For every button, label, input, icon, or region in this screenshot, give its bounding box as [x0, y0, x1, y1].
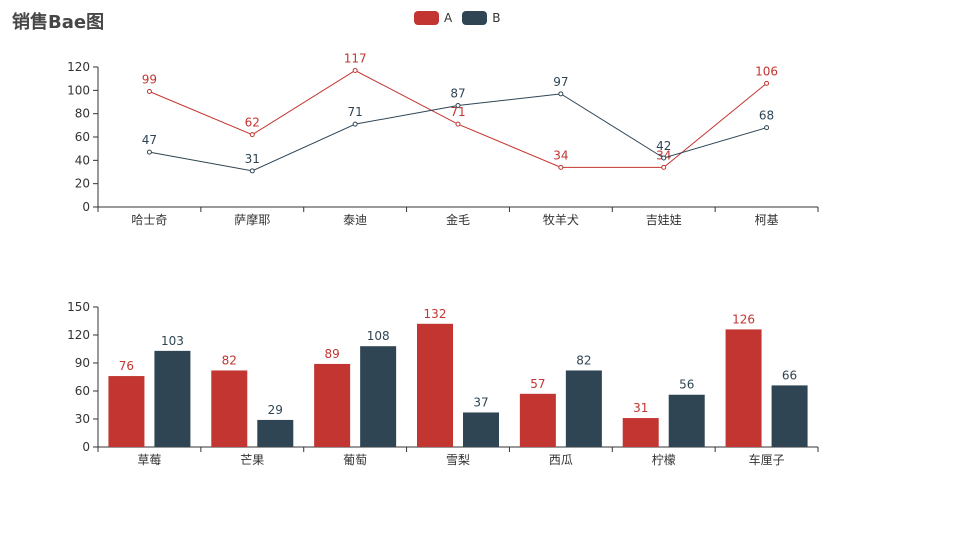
bar-data-label-a: 132	[424, 307, 447, 321]
bar-y-tick-label: 120	[67, 328, 90, 342]
line-point-b	[146, 149, 152, 155]
line-data-label-b: 42	[656, 139, 671, 153]
bar-data-label-a: 89	[325, 347, 340, 361]
bar-b	[154, 350, 191, 447]
bar-b	[257, 419, 294, 447]
line-category-label: 柯基	[755, 213, 779, 227]
bar-data-label-b: 103	[161, 334, 184, 348]
legend-label-a: A	[444, 11, 453, 25]
line-point-b	[661, 155, 667, 161]
line-point-a	[764, 80, 770, 86]
line-data-label-b: 47	[142, 133, 157, 147]
line-point-b	[558, 91, 564, 97]
bar-data-label-a: 31	[633, 401, 648, 415]
legend: A B	[414, 11, 510, 25]
line-category-label: 吉娃娃	[646, 213, 682, 227]
line-data-label-b: 71	[348, 105, 363, 119]
legend-item-b[interactable]: B	[462, 11, 500, 25]
bar-b	[668, 394, 705, 447]
bar-data-label-a: 76	[119, 359, 134, 373]
line-data-label-b: 31	[245, 152, 260, 166]
bar-category-label: 雪梨	[446, 453, 470, 467]
bar-y-tick-label: 60	[75, 384, 90, 398]
bar-data-label-b: 37	[473, 395, 488, 409]
bar-y-tick-label: 0	[82, 440, 90, 454]
line-category-label: 泰迪	[343, 213, 367, 227]
line-category-label: 哈士奇	[131, 213, 167, 227]
line-point-a	[249, 132, 255, 138]
bar-a	[417, 323, 453, 447]
bar-category-label: 车厘子	[749, 452, 785, 467]
bar-data-label-b: 108	[367, 329, 390, 343]
bar-data-label-b: 29	[268, 403, 283, 417]
bar-a	[725, 329, 762, 447]
chart-title: 销售Bae图	[12, 12, 105, 33]
line-y-tick-label: 60	[75, 130, 90, 144]
line-point-a	[455, 121, 461, 127]
line-y-tick-label: 40	[75, 153, 90, 167]
legend-item-a[interactable]: A	[414, 11, 452, 25]
line-y-tick-label: 20	[75, 177, 90, 191]
line-category-label: 萨摩耶	[234, 212, 270, 227]
bar-a	[108, 376, 145, 447]
bar-b	[463, 412, 499, 447]
line-data-label-a: 71	[450, 105, 465, 119]
bar-a	[211, 370, 248, 447]
bar-category-label: 西瓜	[549, 453, 573, 467]
line-data-label-a: 62	[245, 116, 260, 130]
line-point-a	[558, 164, 564, 170]
line-data-label-b: 97	[553, 75, 568, 89]
line-y-tick-label: 100	[67, 83, 90, 97]
bar-data-label-a: 126	[732, 312, 755, 326]
line-y-tick-label: 80	[75, 107, 90, 121]
bar-category-label: 草莓	[137, 453, 161, 467]
line-point-a	[661, 164, 667, 170]
line-data-label-a: 99	[142, 73, 157, 87]
line-data-label-a: 106	[755, 64, 778, 78]
legend-label-b: B	[492, 11, 501, 25]
bar-data-label-b: 82	[576, 353, 591, 367]
line-data-label-b: 87	[450, 87, 465, 101]
bar-a	[519, 393, 556, 447]
bar-data-label-b: 66	[782, 368, 797, 382]
legend-swatch-a	[414, 11, 439, 25]
bar-category-label: 葡萄	[343, 453, 367, 467]
line-point-a	[146, 89, 152, 94]
line-category-label: 金毛	[446, 212, 470, 227]
legend-swatch-b	[462, 11, 488, 25]
bar-y-tick-label: 150	[67, 300, 90, 314]
bar-y-tick-label: 90	[75, 356, 90, 370]
bar-b	[360, 346, 397, 447]
line-data-label-b: 68	[759, 109, 774, 123]
line-point-b	[249, 168, 255, 174]
bar-data-label-b: 56	[679, 378, 694, 392]
bar-y-tick-label: 30	[75, 412, 90, 426]
bar-b	[565, 370, 602, 447]
bar-category-label: 芒果	[240, 452, 264, 467]
bar-a	[314, 363, 351, 447]
line-y-tick-label: 0	[82, 200, 90, 214]
line-data-label-a: 117	[344, 52, 367, 66]
bar-data-label-a: 82	[222, 353, 237, 367]
line-category-label: 牧羊犬	[543, 212, 579, 227]
bar-b	[771, 385, 808, 447]
line-data-label-a: 34	[553, 148, 568, 162]
bar-a	[622, 418, 659, 447]
line-data-label-a: 34	[656, 148, 671, 162]
line-y-tick-label: 120	[67, 60, 90, 74]
line-point-b	[455, 103, 461, 108]
bar-category-label: 柠檬	[652, 452, 676, 467]
line-point-b	[764, 125, 770, 131]
bar-data-label-a: 57	[530, 377, 545, 391]
line-point-b	[352, 121, 358, 127]
line-point-a	[352, 68, 358, 73]
